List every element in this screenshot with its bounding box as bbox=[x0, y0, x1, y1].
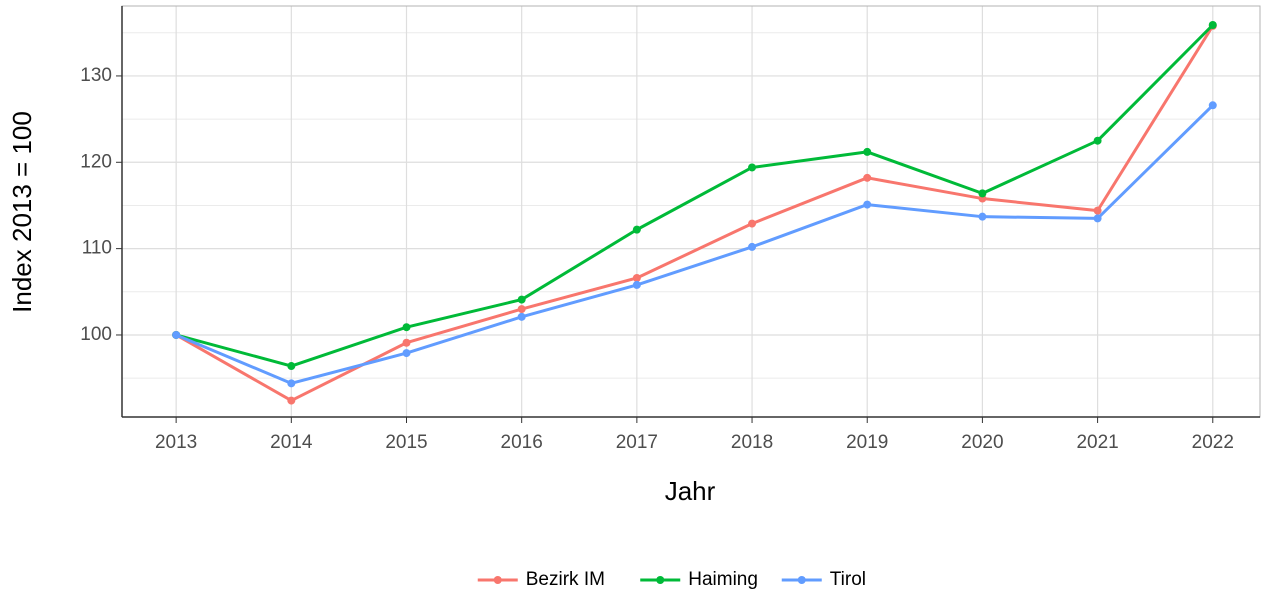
legend-key-point bbox=[797, 576, 806, 584]
data-point bbox=[402, 349, 411, 358]
x-axis-title: Jahr bbox=[665, 476, 716, 506]
series-line bbox=[175, 25, 1215, 403]
data-point bbox=[517, 295, 526, 304]
legend-label: Bezirk IM bbox=[526, 569, 605, 590]
x-tick-label: 2014 bbox=[270, 432, 313, 453]
y-axis-title: Index 2013 = 100 bbox=[7, 111, 37, 313]
data-point bbox=[517, 305, 526, 314]
legend-label: Tirol bbox=[830, 569, 866, 590]
data-point bbox=[1093, 206, 1102, 215]
legend-label: Haiming bbox=[688, 569, 758, 590]
legend-key-point bbox=[656, 576, 665, 584]
series-line bbox=[175, 104, 1214, 385]
data-point bbox=[748, 242, 757, 251]
data-point bbox=[1208, 101, 1217, 110]
data-point bbox=[517, 312, 526, 321]
y-tick-label: 120 bbox=[80, 151, 112, 172]
data-point bbox=[863, 200, 872, 209]
data-point bbox=[287, 396, 296, 405]
data-point bbox=[978, 189, 987, 198]
data-point bbox=[748, 219, 757, 228]
x-tick-label: 2019 bbox=[846, 432, 888, 453]
data-point bbox=[863, 147, 872, 156]
x-tick-label: 2021 bbox=[1076, 432, 1118, 453]
data-point bbox=[632, 225, 641, 234]
y-tick-label: 100 bbox=[80, 324, 112, 345]
x-tick-label: 2020 bbox=[961, 432, 1003, 453]
data-point bbox=[1093, 136, 1102, 145]
data-point bbox=[287, 362, 296, 371]
x-tick-label: 2016 bbox=[501, 432, 543, 453]
data-point bbox=[632, 273, 641, 282]
x-tick-label: 2013 bbox=[155, 432, 197, 453]
data-point bbox=[287, 379, 296, 388]
x-tick-label: 2018 bbox=[731, 432, 773, 453]
x-tick-label: 2017 bbox=[616, 432, 658, 453]
series-line bbox=[175, 23, 1214, 368]
data-point bbox=[172, 330, 181, 339]
data-point bbox=[748, 163, 757, 172]
y-tick-label: 130 bbox=[80, 65, 112, 86]
x-tick-label: 2015 bbox=[385, 432, 427, 453]
y-tick-label: 110 bbox=[82, 238, 112, 259]
data-point bbox=[978, 212, 987, 221]
data-point bbox=[402, 323, 411, 332]
legend-key-point bbox=[493, 576, 502, 584]
data-point bbox=[1093, 214, 1102, 223]
x-tick-label: 2022 bbox=[1192, 432, 1234, 453]
panel-border bbox=[121, 5, 1261, 418]
data-point bbox=[863, 173, 872, 182]
data-point bbox=[1208, 20, 1217, 29]
data-point bbox=[632, 280, 641, 289]
data-point bbox=[402, 338, 411, 347]
